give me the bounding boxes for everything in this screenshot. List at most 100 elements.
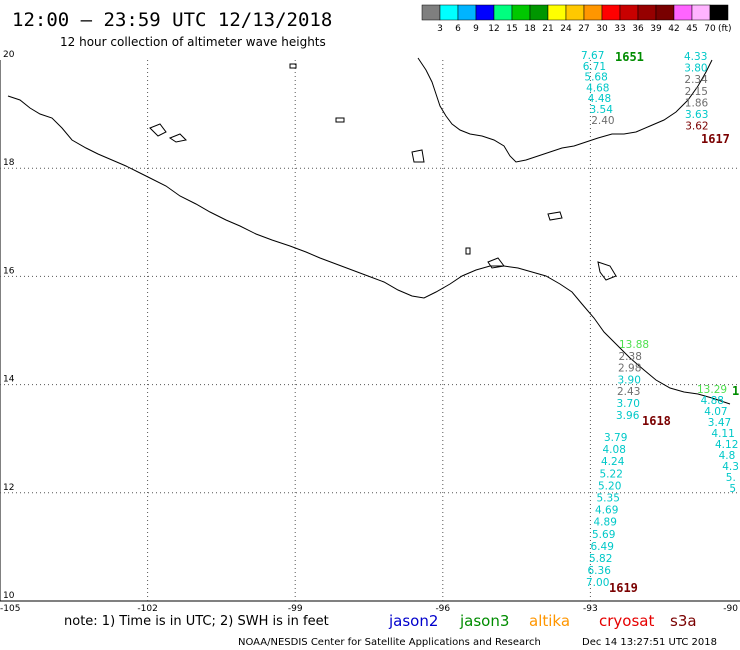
scale-label: 42 (668, 24, 679, 34)
pass-label-partial: 1 (732, 384, 739, 398)
lat-label: 14 (3, 375, 15, 385)
scale-label: 70 (704, 24, 716, 34)
lon-label: -93 (583, 604, 598, 614)
scale-label: 36 (632, 24, 644, 34)
wave-height-value: 4.33 (684, 51, 707, 63)
wave-height-value: 5 (729, 483, 736, 495)
gulf-coastline (417, 57, 713, 163)
pass-label: 1617 (701, 132, 730, 146)
wave-height-value: 13.29 (697, 384, 727, 396)
map-title: 12:00 – 23:59 UTC 12/13/2018 (12, 9, 332, 31)
legend-altika: altika (529, 612, 570, 630)
legend-jason3: jason3 (459, 612, 509, 630)
wave-height-value: 13.88 (619, 339, 649, 351)
pass-label: 1651 (615, 50, 644, 64)
legend-cryosat: cryosat (599, 612, 654, 630)
wave-height-value: 4.3 (722, 461, 739, 473)
wave-height-value: 2.43 (617, 386, 640, 398)
island-5 (597, 261, 617, 281)
lon-label: -90 (723, 604, 738, 614)
scale-swatch (619, 4, 639, 21)
credit-organization: NOAA/NESDIS Center for Satellite Applica… (238, 637, 541, 648)
island-4 (547, 211, 563, 221)
wave-height-value: 1.86 (685, 97, 709, 109)
wave-height-value: 5.69 (592, 529, 615, 541)
scale-swatch (673, 4, 693, 21)
wave-height-value: 5.82 (589, 553, 612, 565)
wave-height-value: 4.12 (715, 439, 738, 451)
scale-swatch (583, 4, 603, 21)
scale-swatch (655, 4, 675, 21)
island-6 (487, 257, 505, 269)
wave-height-value: 5.35 (597, 493, 620, 505)
wave-height-value: 2.34 (684, 74, 708, 86)
scale-label: 30 (596, 24, 608, 34)
wave-height-value: 3.90 (618, 374, 641, 386)
wave-height-value: 3.79 (604, 432, 627, 444)
wave-height-value: 4.68 (586, 82, 609, 94)
lat-label: 20 (3, 50, 15, 60)
scale-swatch (475, 4, 495, 21)
wave-height-value: 4.48 (588, 93, 611, 105)
wave-height-value: 6.71 (583, 61, 606, 73)
scale-label: 9 (473, 24, 479, 34)
scale-swatch (529, 4, 549, 21)
island-8 (289, 63, 297, 69)
scale-label: 3 (437, 24, 443, 34)
wave-height-value: 3.63 (685, 109, 708, 121)
plot-frame (0, 60, 740, 602)
graticule (0, 60, 738, 601)
wave-height-value: 4.07 (704, 406, 727, 418)
scale-label: 18 (524, 24, 536, 34)
island-9 (465, 247, 471, 255)
wave-height-value: 3.96 (616, 410, 640, 422)
wave-height-value: 5.20 (598, 480, 621, 492)
wave-height-value: 5.22 (600, 468, 623, 480)
scale-swatch (601, 4, 621, 21)
scale-label: 45 (686, 24, 697, 34)
scale-swatch (547, 4, 567, 21)
lon-label: -102 (137, 604, 157, 614)
coastline (7, 57, 731, 405)
scale-label: 24 (560, 24, 572, 34)
wave-height-value: 3.70 (617, 398, 640, 410)
wave-height-value: 5. (726, 472, 736, 484)
wave-height-value: 4.88 (701, 395, 724, 407)
pacific-coastline (7, 95, 731, 405)
wave-height-value: 3.62 (685, 121, 708, 133)
wave-height-value: 4.8 (719, 450, 736, 462)
legend-jason2: jason2 (388, 612, 438, 630)
lat-label: 16 (3, 266, 15, 276)
lon-label: -99 (288, 604, 303, 614)
scale-swatch (493, 4, 513, 21)
island-3 (411, 149, 425, 163)
wave-height-value: 3.80 (684, 63, 707, 75)
lon-label: -105 (0, 604, 20, 614)
wave-height-value: 6.36 (588, 565, 612, 577)
wave-height-value: 2.98 (618, 363, 641, 375)
lat-label: 10 (3, 591, 15, 601)
lat-label: 12 (3, 483, 14, 493)
lon-label: -96 (435, 604, 450, 614)
scale-swatch (421, 4, 441, 21)
scale-swatch (691, 4, 711, 21)
latitude-labels: 20 18 16 14 12 10 (3, 50, 15, 601)
credit-timestamp: Dec 14 13:27:51 UTC 2018 (582, 637, 717, 648)
color-scale: 3 6 9 12 15 18 21 24 27 30 33 36 39 42 45 70 (ft) (421, 4, 732, 34)
wave-height-value: 4.89 (594, 517, 617, 529)
scale-unit: (ft) (718, 24, 732, 34)
wave-height-value: 2.38 (619, 351, 642, 363)
wave-height-value: 4.69 (595, 505, 618, 517)
wave-height-value: 2.15 (685, 86, 708, 98)
scale-label: 27 (578, 24, 589, 34)
satellite-legend: jason2 jason3 altika cryosat s3a (388, 612, 697, 630)
scale-swatch (457, 4, 477, 21)
longitude-labels: -105 -102 -99 -96 -93 -90 (0, 604, 738, 614)
scale-swatch (511, 4, 531, 21)
pass-label: 1618 (642, 414, 671, 428)
wave-height-value: 3.47 (708, 417, 731, 429)
scale-label: 39 (650, 24, 662, 34)
map-subtitle: 12 hour collection of altimeter wave hei… (60, 35, 326, 49)
scale-swatch (439, 4, 459, 21)
